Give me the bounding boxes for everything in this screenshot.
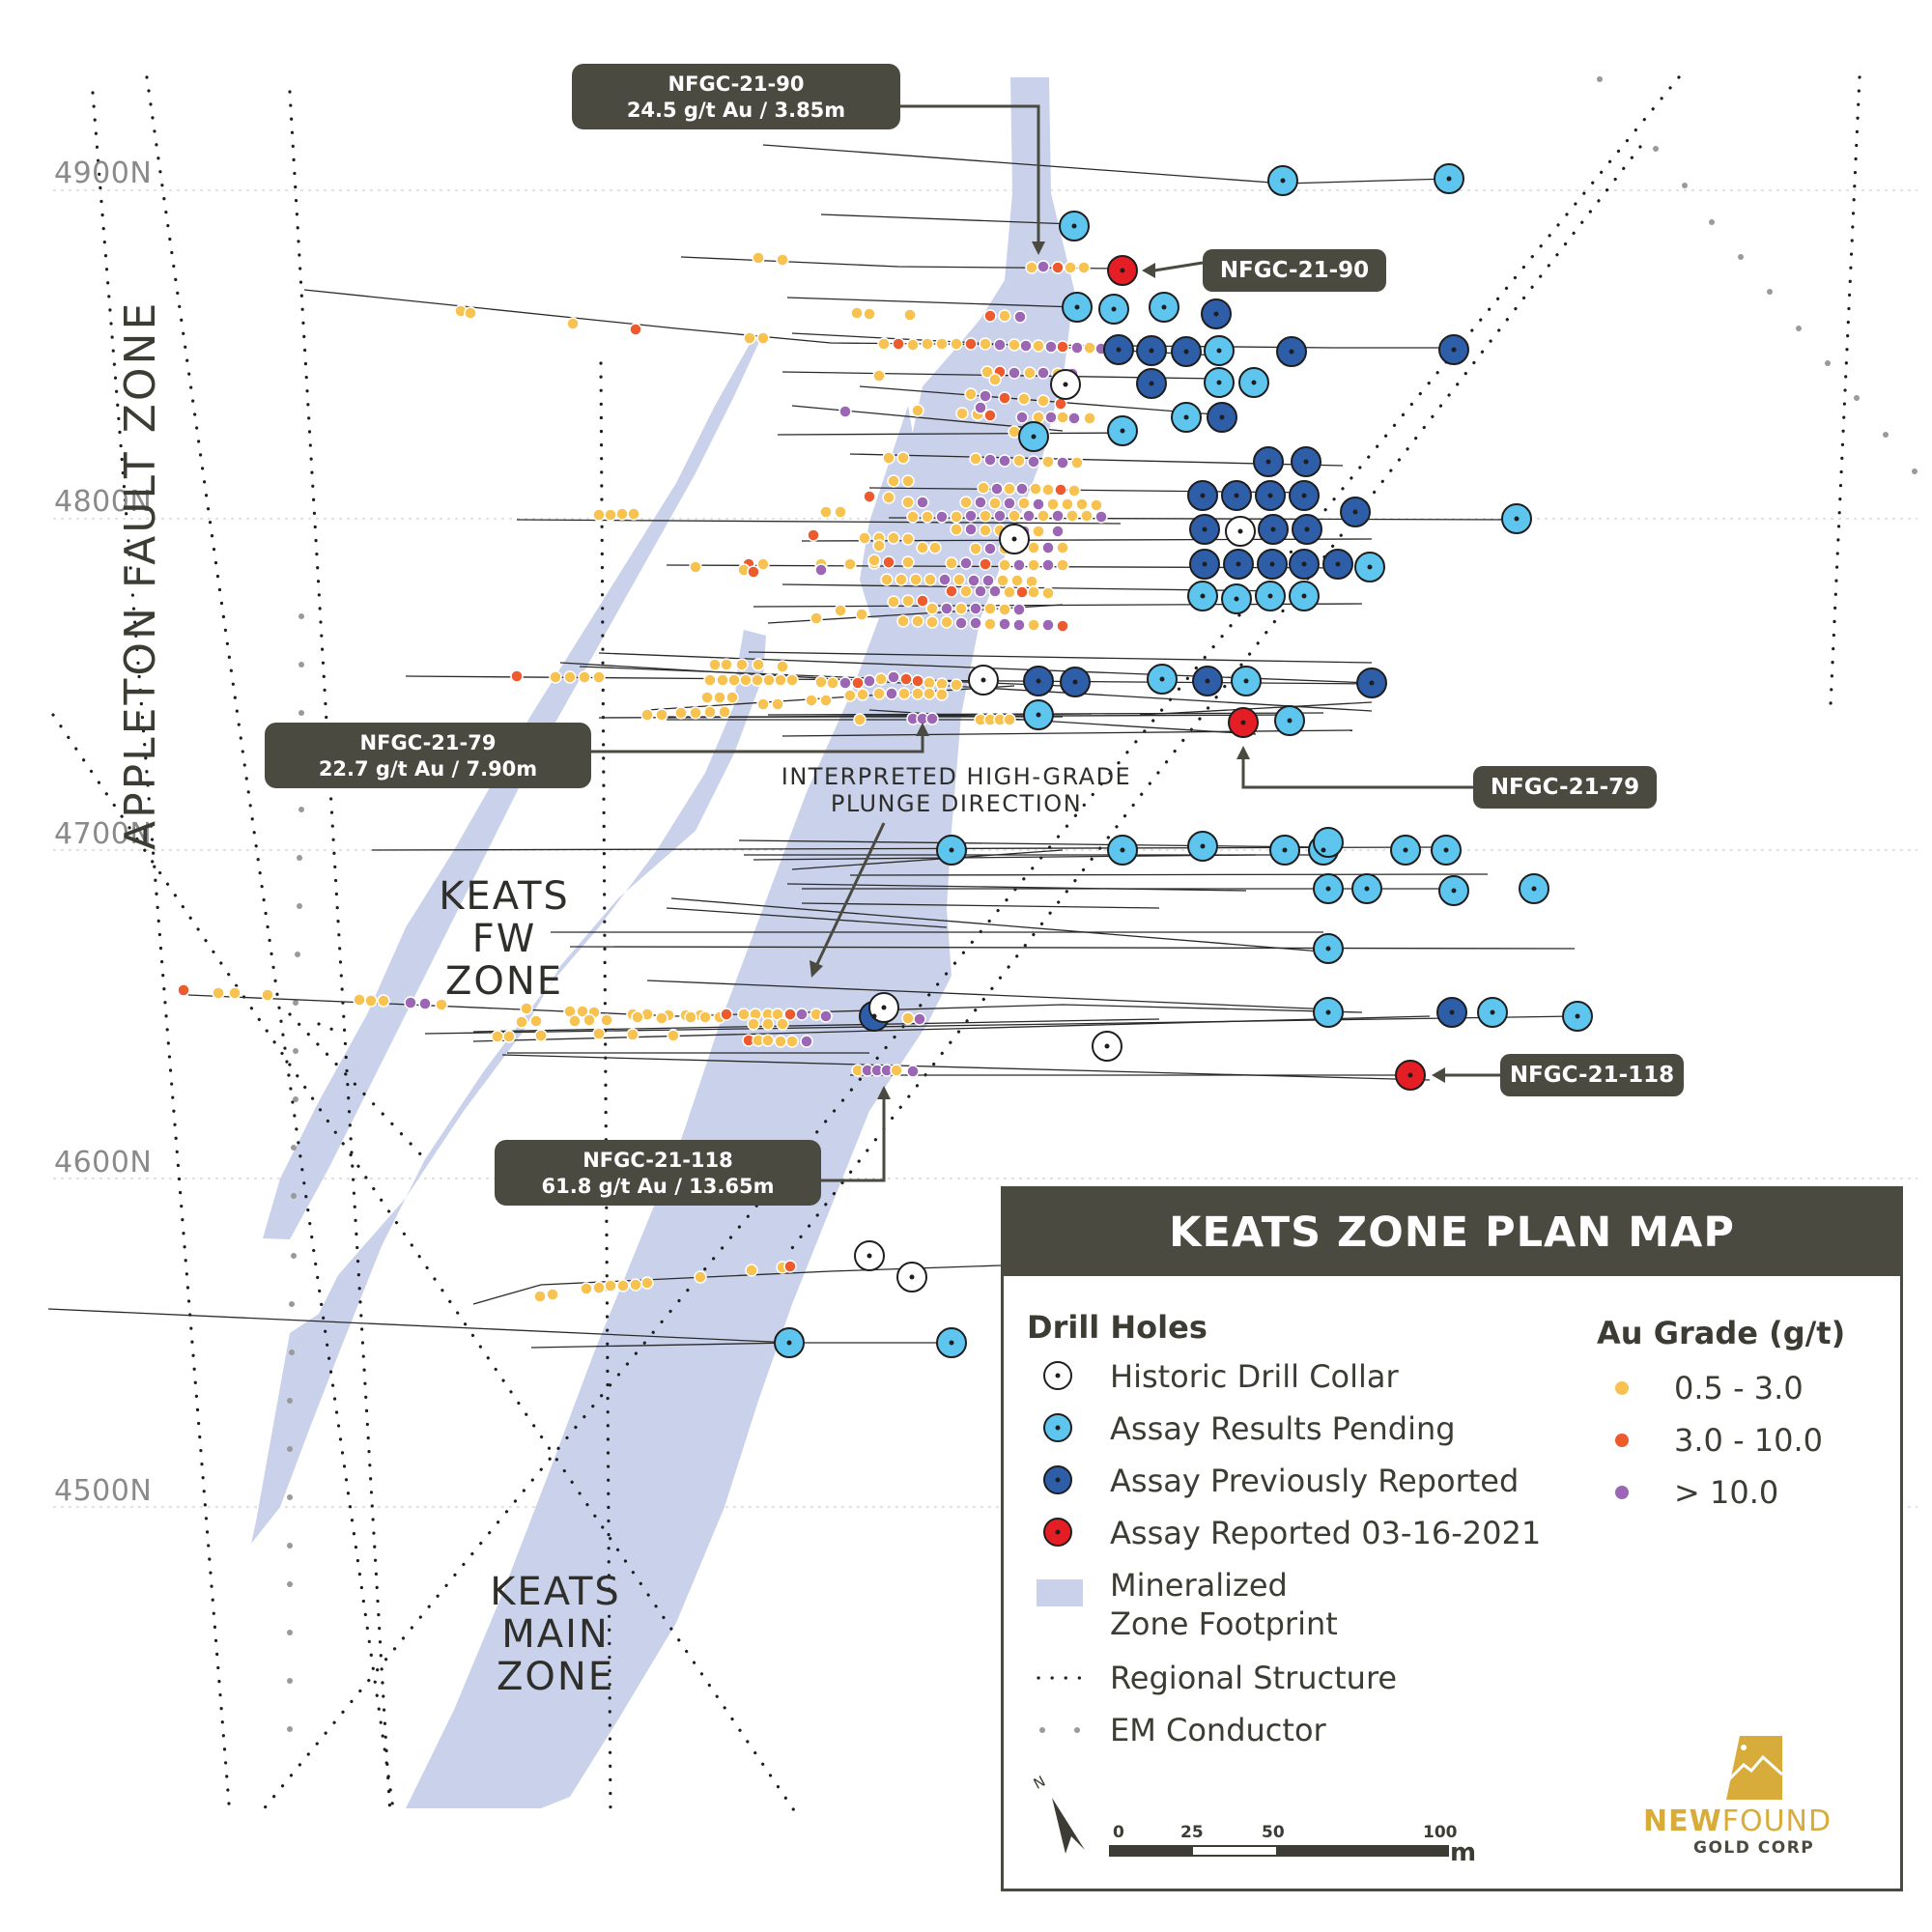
north-arrow-icon: N — [1031, 1773, 1085, 1854]
scale-tick-25: 25 — [1180, 1823, 1204, 1842]
pending-collar-symbol — [1043, 1413, 1072, 1442]
northing-label-4500: 4500N — [54, 1474, 153, 1508]
callout-nfgc-21-118: NFGC-21-118 61.8 g/t Au / 13.65m — [495, 1140, 821, 1206]
grade-high-symbol — [1615, 1486, 1629, 1499]
callout-connectors — [591, 104, 1500, 1182]
legend-title: KEATS ZONE PLAN MAP — [1004, 1189, 1900, 1276]
grade-low-symbol — [1615, 1381, 1629, 1395]
appleton-fault-zone-label: APPLETON FAULT ZONE — [116, 299, 165, 850]
collars — [774, 163, 1593, 1358]
legend-assay-reported: Assay Reported 03-16-2021 — [1110, 1515, 1542, 1551]
scale-unit: m — [1450, 1838, 1477, 1867]
footprint-swatch — [1037, 1579, 1083, 1606]
em-conductor-symbol — [1039, 1727, 1080, 1733]
callout-nfgc-21-79: NFGC-21-79 22.7 g/t Au / 7.90m — [265, 723, 591, 788]
au-grade-heading: Au Grade (g/t) — [1597, 1315, 1846, 1351]
plunge-direction-label: INTERPRETED HIGH-GRADE PLUNGE DIRECTION — [781, 763, 1132, 817]
logo-subtitle: GOLD CORP — [1693, 1838, 1815, 1858]
scale-bar — [1109, 1845, 1449, 1857]
grade-mid-symbol — [1615, 1434, 1629, 1447]
assay-intercepts — [177, 251, 1108, 1303]
scale-tick-50: 50 — [1262, 1823, 1285, 1842]
northing-label-4800: 4800N — [54, 485, 153, 519]
logo-wordmark: NEWFOUND — [1643, 1804, 1833, 1838]
mineralized-footprint — [251, 77, 1074, 1808]
historic-collar-symbol — [1043, 1361, 1072, 1390]
legend-assay-previous: Assay Previously Reported — [1110, 1463, 1520, 1499]
legend-footprint: Mineralized Zone Footprint — [1110, 1567, 1338, 1642]
legend-regional-structure: Regional Structure — [1110, 1660, 1398, 1696]
drill-holes-heading: Drill Holes — [1027, 1309, 1208, 1346]
reported-collar-symbol — [1043, 1518, 1072, 1547]
regional-structures — [51, 75, 1861, 1818]
keats-fw-zone-label: KEATS FW ZONE — [439, 874, 570, 1004]
legend-panel: KEATS ZONE PLAN MAP Drill Holes Historic… — [1001, 1186, 1903, 1891]
tag-nfgc-21-90: NFGC-21-90 — [1203, 249, 1386, 292]
keats-main-zone-label: KEATS MAIN ZONE — [490, 1570, 621, 1699]
newfound-logo-icon — [1726, 1736, 1784, 1800]
northing-label-4600: 4600N — [54, 1146, 153, 1179]
regional-structure-symbol — [1037, 1676, 1093, 1680]
legend-assay-pending: Assay Results Pending — [1110, 1410, 1456, 1447]
northing-label-4900: 4900N — [54, 156, 153, 190]
scale-tick-100: 100 — [1423, 1823, 1458, 1842]
scale-tick-0: 0 — [1113, 1823, 1124, 1842]
previous-collar-symbol — [1043, 1465, 1072, 1494]
grade-low-label: 0.5 - 3.0 — [1674, 1370, 1804, 1406]
grade-high-label: > 10.0 — [1674, 1474, 1779, 1511]
callout-nfgc-21-90: NFGC-21-90 24.5 g/t Au / 3.85m — [572, 64, 900, 129]
northing-label-4700: 4700N — [54, 817, 153, 851]
tag-nfgc-21-118: NFGC-21-118 — [1500, 1054, 1684, 1096]
callout-arrowheads — [810, 242, 1445, 1099]
legend-em-conductor: EM Conductor — [1110, 1712, 1326, 1748]
tag-nfgc-21-79: NFGC-21-79 — [1473, 766, 1657, 809]
legend-historic-collar: Historic Drill Collar — [1110, 1358, 1399, 1395]
svg-text:N: N — [1031, 1773, 1048, 1793]
grade-mid-label: 3.0 - 10.0 — [1674, 1422, 1824, 1459]
